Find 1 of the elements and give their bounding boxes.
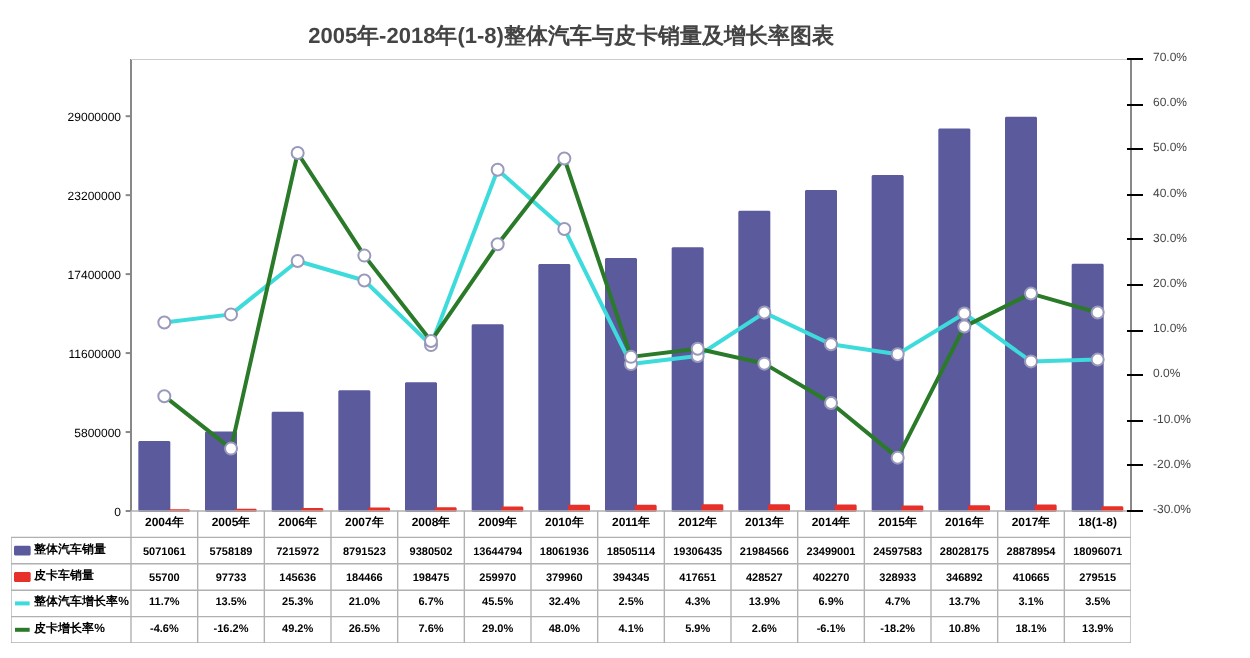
chart-title: 2005年-2018年(1-8)整体汽车与皮卡销量及增长率图表 xyxy=(308,23,836,49)
